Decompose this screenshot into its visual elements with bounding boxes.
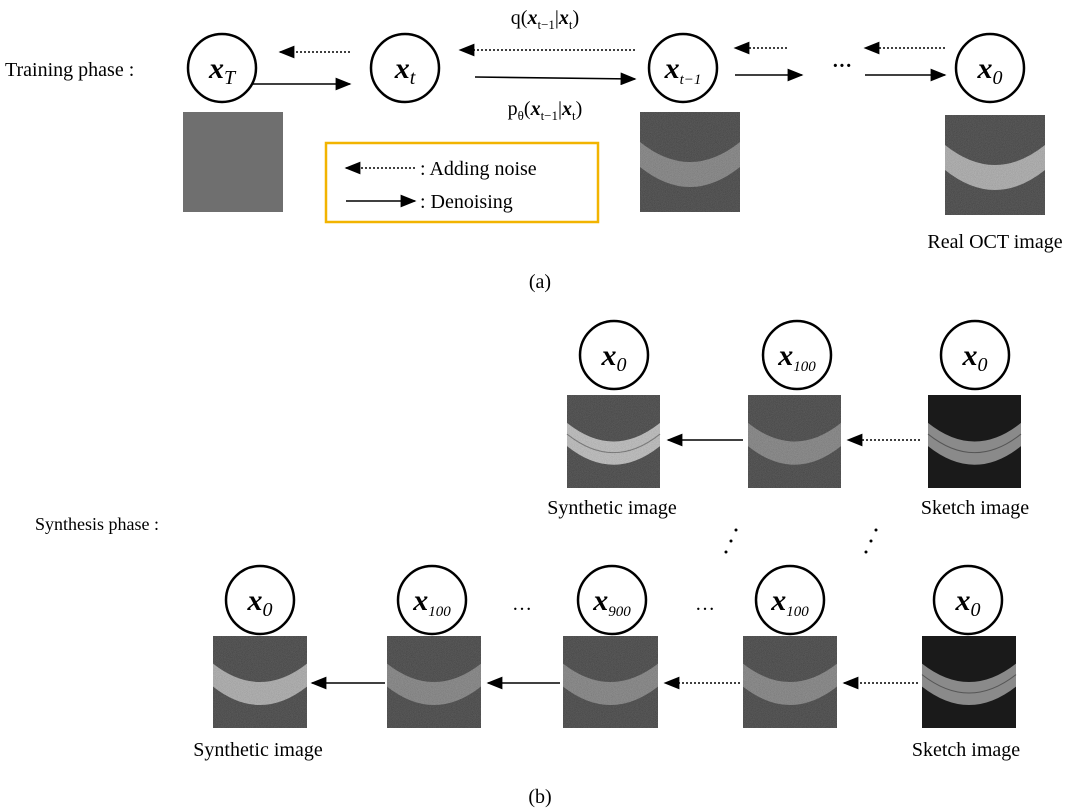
image-noise	[563, 636, 658, 728]
node-subscript: 100	[793, 359, 816, 375]
node-circle	[756, 566, 824, 634]
legend-text: : Denoising	[420, 191, 513, 213]
image-noise	[567, 395, 660, 488]
node-symbol: x	[601, 339, 617, 372]
node-subscript: 0	[978, 354, 988, 376]
node-circle	[578, 566, 646, 634]
forward-label: q(xt−1​|xt​)	[511, 7, 579, 32]
synthesis-label: Synthesis phase :	[35, 514, 159, 534]
node-symbol: x	[955, 584, 971, 617]
caption: Sketch image	[912, 739, 1020, 761]
node-circle	[763, 321, 831, 389]
math-symbol: x	[561, 98, 572, 120]
math-text: p	[508, 98, 518, 120]
node-symbol: x	[208, 52, 224, 85]
figure: Training phase : (a) Synthesis phase : (…	[0, 0, 1079, 810]
ellipsis: …	[512, 593, 532, 615]
node-symbol: x	[770, 584, 786, 617]
math-symbol: x	[558, 7, 569, 29]
vertical-dots	[725, 529, 878, 554]
node-subscript: 0	[993, 67, 1003, 89]
node-symbol: x	[777, 339, 793, 372]
node-subscript: 900	[608, 604, 631, 620]
legend-text: : Adding noise	[420, 158, 537, 180]
math-symbol: x	[530, 98, 541, 120]
training-label: Training phase :	[5, 59, 134, 81]
reverse-label: pθ​(xt−1​|xt​)	[508, 98, 583, 123]
node-symbol: x	[247, 584, 263, 617]
image-noise	[213, 636, 307, 728]
node-subscript: 100	[786, 604, 809, 620]
node-symbol: x	[962, 339, 978, 372]
image-noise	[748, 395, 841, 488]
ellipsis: ···	[832, 55, 852, 77]
node-circle	[398, 566, 466, 634]
image-noise	[387, 636, 481, 728]
panel-label: (a)	[529, 271, 551, 293]
math-subscript: t−1	[537, 17, 554, 32]
image-noise	[183, 112, 283, 212]
math-text: )	[573, 7, 580, 29]
caption: Sketch image	[921, 497, 1029, 519]
node-subscript: 0	[617, 354, 627, 376]
images	[183, 112, 1045, 728]
node-circle	[649, 34, 717, 102]
caption: Synthetic image	[547, 497, 677, 519]
math-symbol: x	[526, 7, 537, 29]
caption: Real OCT image	[927, 231, 1062, 253]
node-symbol: x	[977, 52, 993, 85]
node-subscript: t−1	[680, 72, 702, 88]
math-text: q(	[511, 7, 528, 29]
node-symbol: x	[664, 52, 680, 85]
image-noise	[945, 115, 1045, 215]
image-noise	[640, 112, 740, 212]
node-subscript: 0	[971, 599, 981, 621]
node-symbol: x	[412, 584, 428, 617]
node-subscript: T	[224, 67, 237, 89]
image-noise	[743, 636, 837, 728]
node-subscript: t	[410, 67, 416, 89]
node-symbol: x	[592, 584, 608, 617]
caption: Synthetic image	[193, 739, 323, 761]
math-subscript: t−1	[541, 108, 558, 123]
node-subscript: 100	[428, 604, 451, 620]
node-subscript: 0	[263, 599, 273, 621]
math-text: )	[576, 98, 583, 120]
panel-label: (b)	[528, 786, 551, 808]
ellipsis: …	[695, 593, 715, 615]
node-symbol: x	[394, 52, 410, 85]
